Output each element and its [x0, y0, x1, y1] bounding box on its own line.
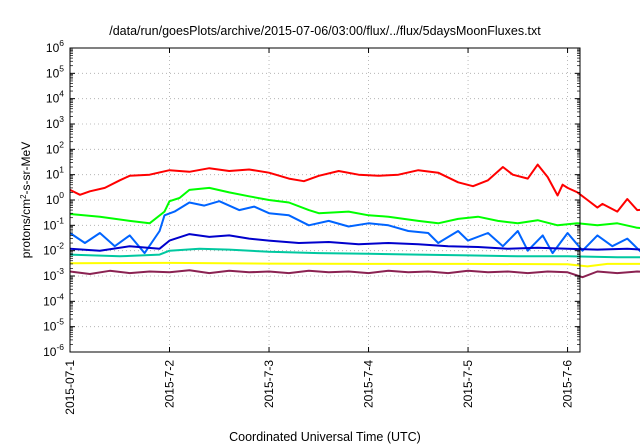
x-tick-label: 2015-07-1	[63, 360, 77, 415]
x-tick-label: 2015-7-4	[362, 360, 376, 408]
y-tick-label: 105	[46, 63, 64, 80]
series-line-4	[69, 233, 640, 252]
chart-title: /data/run/goesPlots/archive/2015-07-06/0…	[109, 24, 541, 38]
y-tick-label: 10-5	[43, 317, 64, 334]
series-line-6	[69, 261, 640, 268]
series-line-1	[69, 163, 640, 213]
x-tick-label: 2015-7-6	[561, 360, 575, 408]
series-layer	[69, 163, 640, 279]
x-tick-label: 2015-7-2	[163, 360, 177, 408]
series-line-3	[69, 200, 640, 255]
x-axis-label: Coordinated Universal Time (UTC)	[229, 430, 421, 444]
y-tick-label: 10-1	[43, 215, 64, 232]
y-axis-label: protons/cm2-s-sr-MeV	[19, 142, 34, 258]
series-line-2	[69, 186, 640, 230]
y-label-sup: 2	[19, 194, 28, 199]
y-label-pre: protons/cm	[19, 199, 33, 258]
y-tick-label: 103	[46, 114, 64, 131]
y-tick-label: 10-6	[43, 342, 64, 359]
y-tick-label: 10-3	[43, 266, 64, 283]
y-tick-label: 10-4	[43, 291, 64, 308]
y-axis: 10-6 10-5 10-4 10-3 10-2 10-1 100 101 102 103 104 1…	[43, 38, 580, 359]
y-tick-label: 102	[46, 139, 64, 156]
y-tick-label: 104	[46, 89, 64, 106]
x-tick-label: 2015-7-3	[262, 360, 276, 408]
y-tick-label: 10-2	[43, 241, 64, 258]
y-tick-label: 106	[46, 38, 64, 55]
x-axis: 2015-07-1 2015-7-2 2015-7-3 2015-7-4 2015-7-…	[63, 48, 575, 415]
y-tick-label: 100	[46, 190, 64, 207]
series-line-5	[69, 247, 640, 259]
y-tick-label: 101	[46, 165, 64, 182]
x-tick-label: 2015-7-5	[461, 360, 475, 408]
y-label-post: -s-sr-MeV	[19, 142, 33, 195]
grid	[70, 48, 580, 352]
